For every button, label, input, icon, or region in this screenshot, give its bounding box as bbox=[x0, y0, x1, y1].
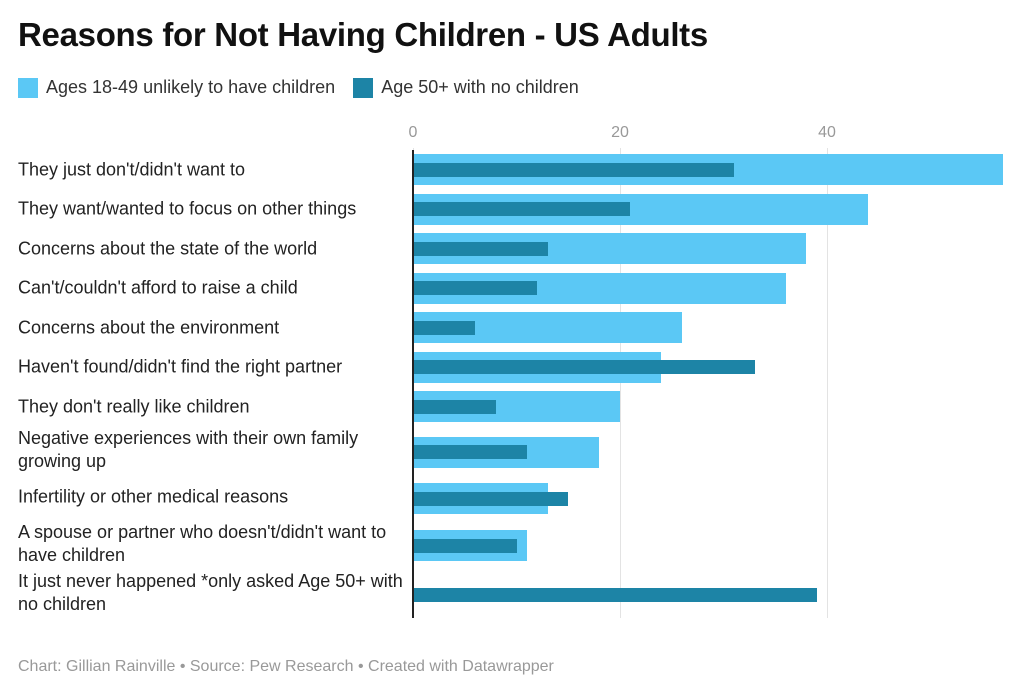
x-tick-label: 40 bbox=[818, 124, 836, 141]
category-label: They don't really like children bbox=[18, 396, 250, 417]
legend-label: Ages 18-49 unlikely to have children bbox=[46, 77, 336, 97]
x-tick-label: 0 bbox=[408, 124, 418, 141]
category-label: Can't/couldn't afford to raise a child bbox=[18, 277, 298, 298]
footer-credit: Chart: Gillian Rainville • Source: Pew R… bbox=[18, 658, 554, 675]
x-tick-label: 20 bbox=[611, 124, 629, 141]
category-label: Haven't found/didn't find the right part… bbox=[18, 356, 343, 377]
category-label: A spouse or partner who doesn't/didn't w… bbox=[18, 521, 387, 565]
bar-row: Can't/couldn't afford to raise a child bbox=[0, 269, 1023, 309]
bar-row: They want/wanted to focus on other thing… bbox=[0, 190, 1023, 230]
bar-age-50-plus bbox=[413, 538, 517, 553]
category-label: Negative experiences with their own fami… bbox=[18, 428, 359, 471]
bar-row: Concerns about the environment bbox=[0, 308, 1023, 348]
bar-age-50-plus bbox=[413, 281, 538, 296]
gridline bbox=[620, 148, 621, 618]
bar-row: Haven't found/didn't find the right part… bbox=[0, 348, 1023, 388]
y-axis-line bbox=[412, 150, 414, 618]
bar-age-50-plus bbox=[413, 491, 569, 506]
category-label: They just don't/didn't want to bbox=[18, 159, 246, 180]
bar-age-50-plus bbox=[413, 162, 734, 177]
bar-age-50-plus bbox=[413, 320, 476, 335]
legend-item-50plus: Age 50+ with no children bbox=[353, 77, 579, 98]
bar-age-50-plus bbox=[413, 241, 548, 256]
legend-item-18-49: Ages 18-49 unlikely to have children bbox=[18, 77, 335, 98]
chart-title: Reasons for Not Having Children - US Adu… bbox=[18, 16, 708, 53]
legend-swatch bbox=[18, 77, 38, 98]
bar-age-50-plus bbox=[413, 399, 496, 414]
bar-age-50-plus bbox=[413, 588, 817, 602]
legend-label: Age 50+ with no children bbox=[381, 77, 579, 97]
legend-swatch bbox=[353, 77, 374, 98]
bar-age-50-plus bbox=[413, 360, 755, 375]
bar-row: It just never happened *only asked Age 5… bbox=[0, 568, 1023, 619]
category-label: Concerns about the environment bbox=[18, 317, 280, 338]
bar-row: They don't really like children bbox=[0, 387, 1023, 427]
legend: Ages 18-49 unlikely to have children Age… bbox=[18, 77, 579, 98]
bar-row: Negative experiences with their own fami… bbox=[0, 427, 1023, 474]
bar-age-50-plus bbox=[413, 445, 527, 459]
bar-row: Concerns about the state of the world bbox=[0, 229, 1023, 269]
category-label: It just never happened *only asked Age 5… bbox=[18, 571, 403, 614]
gridline bbox=[827, 148, 828, 618]
category-label: Infertility or other medical reasons bbox=[18, 486, 289, 506]
bar-row: Infertility or other medical reasons bbox=[0, 474, 1023, 520]
category-label: They want/wanted to focus on other thing… bbox=[18, 198, 357, 219]
bar-row: They just don't/didn't want to bbox=[0, 150, 1023, 190]
bar-age-50-plus bbox=[413, 202, 631, 217]
category-label: Concerns about the state of the world bbox=[18, 238, 318, 259]
gridline bbox=[413, 148, 414, 618]
bar-row: A spouse or partner who doesn't/didn't w… bbox=[0, 520, 1023, 568]
